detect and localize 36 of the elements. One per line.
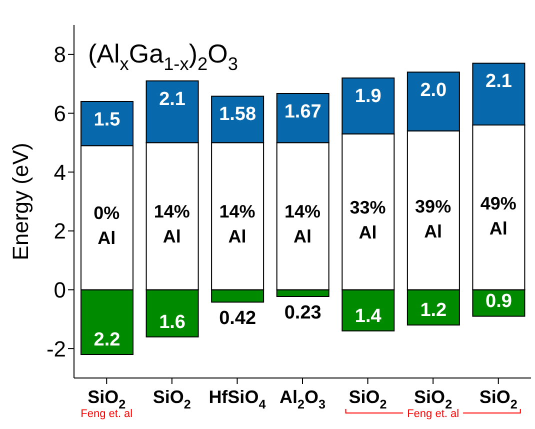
y-tick-label: 0 (54, 278, 66, 303)
x-tick-label: SiO$_{2}$ (152, 387, 191, 412)
x-tick-label: SiO$_{2}$ (348, 387, 387, 412)
y-tick-label: -2 (46, 336, 66, 362)
annotation: 0% Al (94, 202, 120, 248)
text: Feng et. al (407, 408, 460, 420)
data-label: 0.23 (284, 302, 322, 324)
text: Feng et. al (80, 408, 133, 420)
data-label: 1.2 (420, 300, 447, 322)
data-label: 0.9 (486, 291, 512, 312)
y-tick-label: 4 (54, 160, 66, 185)
annotation: 14% Al (154, 202, 190, 247)
y-tick-label: 6 (54, 101, 66, 126)
data-label: 1.4 (354, 306, 382, 327)
annotation: 33% Al (350, 198, 386, 243)
x-tick-label: SiO$_{2}$ (479, 387, 518, 412)
annotation: 39% Al (415, 196, 452, 242)
data-label: 2.0 (420, 80, 447, 102)
y-axis-title: Energy (eV) (8, 142, 33, 260)
data-label: 0.42 (219, 308, 256, 330)
data-label: 2.1 (159, 88, 186, 110)
annotation: 49% Al (480, 194, 516, 239)
annotation: 14% Al (284, 202, 321, 247)
y-tick-label: 2 (54, 218, 66, 244)
data-label: 1.6 (159, 312, 186, 333)
data-label: 1.5 (94, 109, 121, 130)
x-tick-label: HfSiO$_{4}$ (208, 387, 266, 412)
data-label: 2.2 (94, 329, 120, 350)
x-tick-label: Al$_{2}$O$_{3}$ (279, 387, 326, 412)
annotation: 14% Al (219, 202, 256, 247)
data-label: 1.9 (354, 86, 382, 107)
data-label: 1.67 (284, 102, 322, 123)
data-label: 1.58 (219, 104, 256, 126)
data-label: 2.1 (486, 71, 512, 92)
y-tick-label: 8 (54, 42, 66, 68)
text: (Al$_{x}$Ga$_{1-x}$)$_{2}$O$_{3}$ (88, 38, 238, 74)
